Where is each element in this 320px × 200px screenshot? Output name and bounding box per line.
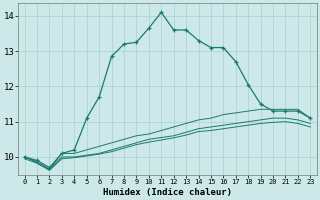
X-axis label: Humidex (Indice chaleur): Humidex (Indice chaleur) — [103, 188, 232, 197]
